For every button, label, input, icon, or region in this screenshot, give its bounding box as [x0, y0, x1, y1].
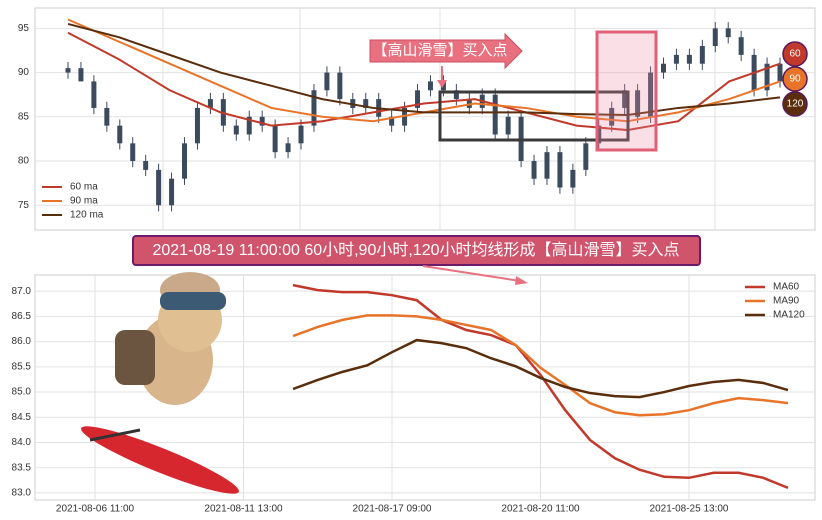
x-tick-label: 2021-08-11 13:00: [204, 504, 283, 515]
candle-body: [660, 63, 666, 73]
candle-body: [505, 116, 511, 135]
candle-body: [427, 81, 433, 91]
y-tick-label: 86.5: [12, 311, 32, 322]
candle-body: [311, 90, 317, 126]
candle-body: [91, 81, 97, 108]
candle-body: [635, 90, 641, 117]
y-tick-label: 83.0: [12, 488, 32, 499]
annotation-pointer-head: [437, 80, 447, 88]
y-tick-label: 80: [18, 156, 30, 167]
candle-body: [194, 107, 200, 144]
y-tick-label: 84.5: [12, 412, 32, 423]
badge-label: 90: [789, 74, 801, 85]
candle-body: [246, 116, 252, 135]
candle-body: [130, 143, 136, 162]
candle-body: [402, 107, 408, 126]
y-tick-label: 85.0: [12, 387, 32, 398]
skier-decoration: [81, 272, 239, 494]
y-tick-label: 83.5: [12, 462, 32, 473]
candle-body: [143, 161, 149, 170]
legend-label: 90 ma: [70, 196, 98, 207]
candle-body: [324, 72, 330, 91]
candle-body: [557, 152, 563, 188]
candle-body: [453, 90, 459, 100]
badge: [782, 41, 808, 67]
candle-body: [78, 68, 84, 82]
x-tick-label: 2021-08-17 09:00: [353, 504, 432, 515]
candle-body: [531, 161, 537, 179]
y-tick-label: 95: [18, 23, 30, 34]
ma-line: [67, 22, 781, 117]
candle-body: [363, 99, 369, 108]
y-tick-label: 90: [18, 67, 30, 78]
x-tick-label: 2021-08-20 11:00: [501, 504, 580, 515]
ma-line: [292, 283, 789, 490]
candle-body: [65, 68, 71, 73]
candle-body: [570, 169, 576, 188]
badge-label: 120: [787, 99, 804, 110]
candle-body: [738, 37, 744, 55]
candle-body: [298, 125, 304, 144]
x-tick-label: 2021-08-25 13:00: [650, 504, 729, 515]
candle-body: [415, 90, 421, 108]
candle-body: [207, 99, 213, 108]
candle-body: [182, 143, 188, 179]
banner-text: 2021-08-19 11:00:00 60小时,90小时,120小时均线形成【…: [152, 241, 679, 259]
candle-body: [583, 143, 589, 170]
candle-body: [673, 54, 679, 64]
y-tick-label: 86.0: [12, 336, 32, 347]
legend-label: MA60: [773, 282, 800, 293]
candle-body: [777, 63, 783, 82]
candle-body: [440, 81, 446, 91]
legend-label: 60 ma: [70, 182, 98, 193]
candle-body: [686, 54, 692, 64]
candle-body: [156, 169, 162, 206]
banner-pointer-head: [515, 276, 528, 285]
badge-label: 60: [789, 49, 801, 60]
annotation-arrow: [369, 32, 523, 70]
candle-body: [544, 152, 550, 179]
y-tick-label: 75: [18, 200, 30, 211]
banner-pointer: [422, 265, 521, 282]
signal-box: [438, 90, 630, 142]
candle-body: [117, 125, 123, 144]
ma-line: [292, 338, 789, 399]
y-tick-label: 85.5: [12, 361, 32, 372]
legend-label: MA120: [773, 310, 805, 321]
candle-body: [272, 125, 278, 153]
candle-body: [699, 46, 705, 64]
candle-body: [104, 107, 110, 126]
candle-body: [712, 28, 718, 47]
candle-body: [609, 107, 615, 126]
candle-body: [725, 28, 731, 38]
candle-body: [169, 178, 175, 206]
banner-box: [132, 235, 701, 266]
annotation-text: 【高山滑雪】买入点: [372, 42, 507, 59]
y-tick-label: 85: [18, 111, 30, 122]
candle-body: [764, 63, 770, 91]
candle-body: [622, 90, 628, 108]
candle-body: [259, 116, 265, 126]
y-tick-label: 84.0: [12, 437, 32, 448]
candle-body: [337, 72, 343, 100]
candle-body: [285, 143, 291, 153]
signal-highlight: [595, 30, 658, 152]
candle-body: [648, 72, 654, 117]
x-tick-label: 2021-08-06 11:00: [56, 504, 135, 515]
candle-body: [596, 125, 602, 144]
candle-body: [233, 125, 239, 135]
badge: [782, 66, 808, 92]
candle-body: [492, 94, 498, 135]
ma-line: [292, 314, 789, 417]
marks-layer: [65, 18, 789, 490]
candle-body: [389, 116, 395, 126]
legend-label: MA90: [773, 296, 800, 307]
legend-label: 120 ma: [70, 210, 104, 221]
ma-line: [67, 31, 781, 132]
y-tick-label: 87.0: [12, 286, 32, 297]
badge: [782, 91, 808, 117]
